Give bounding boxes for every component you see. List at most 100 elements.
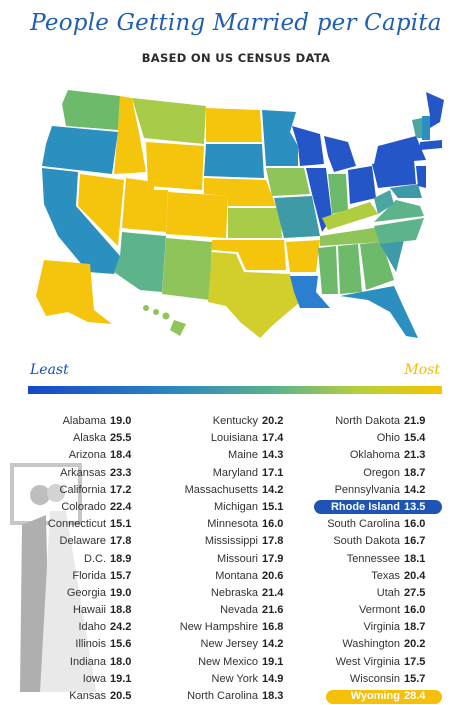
map-nevada: [78, 174, 124, 246]
page-subtitle: BASED ON US CENSUS DATA: [141, 51, 331, 65]
state-name: Utah: [376, 586, 400, 599]
state-value: 20.5: [110, 690, 132, 702]
state-value: 18.8: [110, 604, 132, 617]
state-row: Maine 14.3: [170, 447, 310, 464]
state-row: Virginia 18.7: [312, 619, 452, 636]
state-value: 14.2: [262, 483, 284, 496]
map-wisconsin: [292, 126, 324, 166]
map-oklahoma: [212, 240, 286, 270]
map-idaho: [114, 96, 146, 174]
state-value: 16.0: [404, 518, 426, 531]
map-north-carolina: [374, 218, 424, 244]
map-pennsylvania: [372, 160, 416, 188]
state-value: 16.8: [262, 621, 284, 634]
state-name: Colorado: [61, 500, 106, 513]
state-row: New Hampshire 16.8: [170, 619, 310, 636]
state-value: 27.5: [404, 586, 426, 599]
state-value: 20.6: [262, 569, 284, 582]
state-name: Tennessee: [346, 552, 400, 565]
state-name: Maine: [228, 449, 258, 462]
wedding-couple-illustration: [10, 463, 96, 692]
state-row: Washington 20.2: [312, 636, 452, 653]
map-alabama: [338, 244, 362, 294]
state-name: D.C.: [84, 552, 106, 565]
state-row: Maryland 17.1: [170, 465, 310, 482]
map-maine: [426, 92, 444, 128]
map-new-mexico: [162, 238, 212, 300]
state-name: California: [59, 483, 106, 496]
state-row: Florida 15.7: [18, 568, 158, 585]
state-row: Delaware 17.8: [18, 533, 158, 550]
state-row: Tennessee 18.1: [312, 551, 452, 568]
state-value: 18.7: [404, 466, 426, 479]
map-arkansas: [286, 240, 320, 272]
state-value: 17.8: [110, 535, 132, 548]
legend-most-label: Most: [404, 362, 440, 378]
state-value: 18.0: [110, 655, 132, 668]
state-value: 20.2: [262, 415, 284, 427]
map-washington: [62, 90, 120, 130]
state-row: South Carolina 16.0: [312, 516, 452, 533]
state-value: 19.0: [110, 415, 132, 427]
state-name: Alaska: [72, 432, 106, 445]
state-column-3: North Dakota 21.9 Ohio 15.4 Oklahoma 21.3 O…: [312, 413, 452, 705]
state-value: 14.9: [262, 672, 284, 685]
state-row-highest-highlight: Wyoming 28.4: [312, 688, 452, 705]
state-row: Wisconsin 15.7: [312, 671, 452, 688]
state-name: South Carolina: [327, 518, 400, 531]
map-kentucky: [322, 202, 378, 230]
state-row: Alabama 19.0: [18, 413, 158, 430]
state-name: Missouri: [217, 552, 258, 565]
state-value: 14.3: [262, 449, 284, 462]
state-value: 14.2: [262, 638, 284, 651]
state-value: 18.4: [110, 449, 132, 462]
state-value: 22.4: [110, 500, 132, 513]
state-name: Kansas: [69, 690, 106, 702]
map-alaska: [36, 260, 112, 324]
state-name: Massachusetts: [184, 483, 258, 496]
state-row: Michigan 15.1: [170, 499, 310, 516]
state-value: 15.7: [404, 672, 426, 685]
map-texas: [208, 252, 300, 338]
state-name: Minnesota: [207, 518, 258, 531]
map-montana: [132, 98, 206, 144]
state-name: Nevada: [220, 604, 258, 617]
state-row: Nevada 21.6: [170, 602, 310, 619]
state-name: Louisiana: [210, 432, 258, 445]
map-ohio: [348, 166, 376, 204]
state-value: 19.1: [110, 672, 132, 685]
state-row: Georgia 19.0: [18, 585, 158, 602]
state-name: Arkansas: [60, 466, 106, 479]
state-value: 16.0: [404, 604, 426, 617]
state-name: Texas: [371, 569, 400, 582]
state-row: Texas 20.4: [312, 568, 452, 585]
state-row: Montana 20.6: [170, 568, 310, 585]
map-tennessee: [320, 226, 386, 246]
state-row-lowest-highlight: Rhode Island 13.5: [312, 499, 452, 516]
map-missouri: [274, 196, 320, 238]
state-row: Connecticut 15.1: [18, 516, 158, 533]
state-row: Vermont 16.0: [312, 602, 452, 619]
map-new-york: [374, 136, 426, 164]
state-row: Idaho 24.2: [18, 619, 158, 636]
map-illinois: [306, 168, 332, 232]
state-value: 21.9: [404, 415, 426, 427]
state-row: Illinois 15.6: [18, 636, 158, 653]
state-row: New York 14.9: [170, 671, 310, 688]
state-name: Kentucky: [212, 415, 258, 427]
map-north-dakota: [206, 108, 262, 142]
state-row: Pennsylvania 14.2: [312, 482, 452, 499]
state-row: North Carolina 18.3: [170, 688, 310, 705]
state-column-2: Kentucky 20.2 Louisiana 17.4 Maine 14.3 Mar…: [170, 413, 310, 705]
lowest-highlight-pill: [314, 500, 442, 515]
state-value: 17.5: [404, 655, 426, 668]
state-name: Wyoming: [350, 690, 400, 702]
map-west-virginia: [374, 190, 394, 214]
state-row: D.C. 18.9: [18, 551, 158, 568]
state-column-1: Alabama 19.0 Alaska 25.5 Arizona 18.4 Arkan…: [18, 413, 158, 705]
state-name: Montana: [215, 569, 258, 582]
state-value: 15.1: [110, 518, 132, 531]
state-value: 23.3: [110, 466, 132, 479]
state-row: Kentucky 20.2: [170, 413, 310, 430]
state-value: 13.5: [404, 500, 426, 513]
